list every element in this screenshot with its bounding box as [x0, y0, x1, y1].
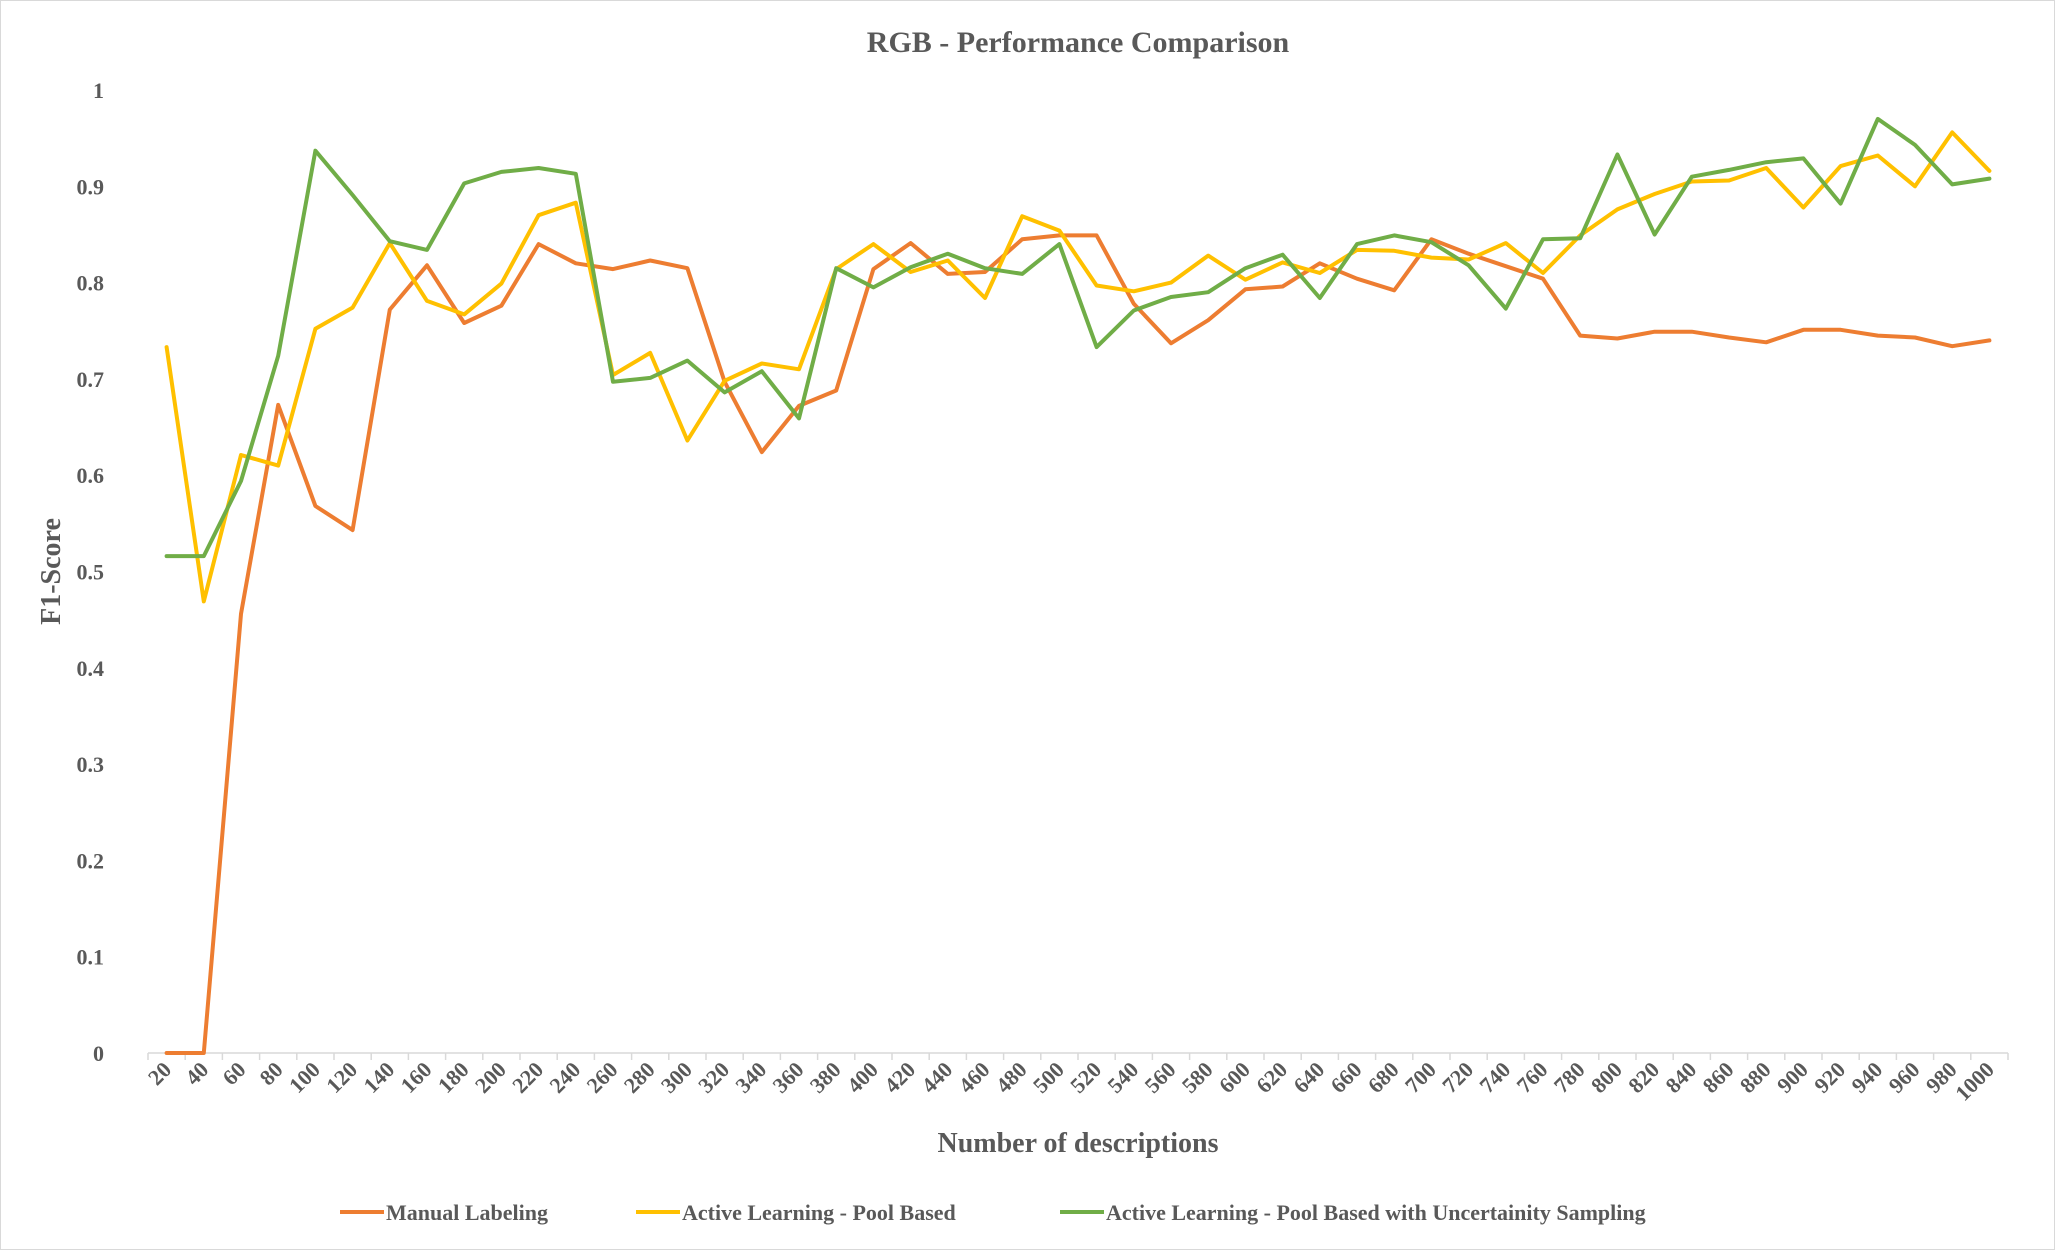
x-tick-label: 920 [1809, 1057, 1850, 1098]
x-tick-label: 20 [143, 1057, 176, 1090]
x-tick-label: 120 [321, 1057, 362, 1098]
x-tick-label: 80 [255, 1057, 288, 1090]
x-tick-label: 580 [1177, 1057, 1218, 1098]
x-axis-ticks: 20 40 60 8010012014016018020022024026028030… [143, 1057, 1999, 1106]
x-tick-label: 840 [1660, 1057, 1701, 1098]
y-tick-label: 0.4 [77, 656, 105, 681]
x-tick-label: 320 [693, 1057, 734, 1098]
y-tick-label: 0.2 [77, 848, 105, 873]
x-tick-label: 760 [1512, 1057, 1553, 1098]
x-tick-label: 260 [582, 1057, 623, 1098]
legend-label-3: Active Learning - Pool Based with Uncert… [1106, 1200, 1646, 1225]
series-line-3 [164, 116, 1992, 559]
x-axis-title: Number of descriptions [937, 1128, 1218, 1159]
x-tick-label: 300 [656, 1057, 697, 1098]
x-tick-label: 520 [1065, 1057, 1106, 1098]
y-axis-title: F1-Score [36, 518, 67, 625]
series-lines [164, 116, 1992, 1055]
x-tick-label: 420 [879, 1057, 920, 1098]
y-tick-label: 0.3 [77, 752, 105, 777]
x-tick-label: 180 [433, 1057, 474, 1098]
x-tick-label: 280 [619, 1057, 660, 1098]
x-tick-label: 880 [1735, 1057, 1776, 1098]
legend-label-1: Manual Labeling [386, 1200, 548, 1225]
x-tick-label: 720 [1437, 1057, 1478, 1098]
y-tick-label: 0.9 [77, 174, 105, 199]
legend-label-2: Active Learning - Pool Based [682, 1200, 956, 1225]
x-tick-label: 700 [1400, 1057, 1441, 1098]
series-line-1 [164, 233, 1992, 1055]
y-tick-label: 0 [93, 1041, 104, 1066]
y-tick-label: 0.7 [77, 367, 105, 392]
x-tick-label: 640 [1288, 1057, 1329, 1098]
x-tick-label: 220 [507, 1057, 548, 1098]
y-tick-label: 0.6 [77, 463, 105, 488]
x-tick-label: 680 [1363, 1057, 1404, 1098]
y-tick-label: 0.1 [77, 945, 105, 970]
x-tick-label: 1000 [1950, 1057, 1999, 1106]
x-tick-label: 620 [1251, 1057, 1292, 1098]
x-tick-label: 820 [1623, 1057, 1664, 1098]
x-tick-label: 160 [396, 1057, 437, 1098]
legend: Manual Labeling Active Learning - Pool Ba… [340, 1200, 1646, 1225]
x-tick-label: 860 [1698, 1057, 1739, 1098]
series-line-2 [164, 130, 1992, 604]
x-tick-label: 100 [284, 1057, 325, 1098]
axis-lines [147, 1052, 2009, 1060]
x-tick-label: 960 [1884, 1057, 1925, 1098]
y-tick-label: 0.5 [77, 560, 105, 585]
x-tick-label: 600 [1214, 1057, 1255, 1098]
x-tick-label: 400 [842, 1057, 883, 1098]
x-tick-label: 800 [1586, 1057, 1627, 1098]
x-tick-label: 660 [1326, 1057, 1367, 1098]
y-tick-label: 1 [93, 78, 104, 103]
x-tick-label: 740 [1474, 1057, 1515, 1098]
x-tick-label: 460 [954, 1057, 995, 1098]
x-tick-label: 200 [470, 1057, 511, 1098]
y-axis-ticks: 0 0.1 0.2 0.3 0.4 0.5 0.6 0.7 0.8 0.9 1 [77, 78, 105, 1066]
chart-title: RGB - Performance Comparison [867, 26, 1290, 59]
x-tick-label: 40 [180, 1057, 213, 1090]
y-tick-label: 0.8 [77, 271, 105, 296]
x-tick-label: 240 [544, 1057, 585, 1098]
x-tick-label: 940 [1846, 1057, 1887, 1098]
x-tick-label: 900 [1772, 1057, 1813, 1098]
x-tick-label: 380 [805, 1057, 846, 1098]
x-tick-label: 440 [916, 1057, 957, 1098]
x-tick-label: 140 [358, 1057, 399, 1098]
x-tick-label: 480 [991, 1057, 1032, 1098]
x-tick-label: 340 [730, 1057, 771, 1098]
x-tick-label: 780 [1549, 1057, 1590, 1098]
x-tick-label: 560 [1140, 1057, 1181, 1098]
x-tick-label: 60 [217, 1057, 250, 1090]
x-tick-label: 500 [1028, 1057, 1069, 1098]
x-tick-label: 360 [768, 1057, 809, 1098]
x-tick-label: 540 [1102, 1057, 1143, 1098]
